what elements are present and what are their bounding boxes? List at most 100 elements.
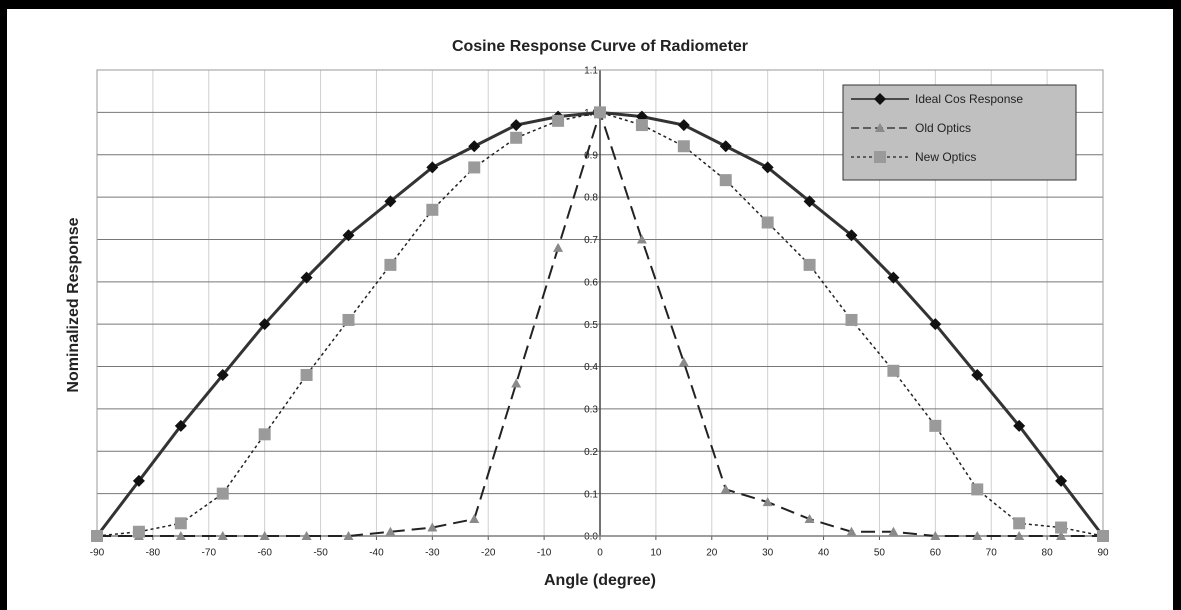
marker (343, 531, 354, 540)
x-tick-label: -30 (425, 548, 440, 559)
x-tick-label: -70 (202, 548, 217, 559)
marker (677, 119, 690, 132)
y-tick-label: 0.8 (584, 193, 598, 204)
y-tick-label: 0.2 (584, 447, 598, 458)
marker (888, 526, 899, 536)
y-tick-label: 0.3 (584, 405, 598, 416)
marker (384, 258, 397, 271)
marker (971, 483, 984, 496)
y-tick-label: 0.1 (584, 489, 598, 500)
marker (719, 174, 732, 187)
x-tick-label: 60 (930, 548, 942, 559)
marker (468, 161, 481, 174)
marker (929, 419, 942, 432)
legend-marker (874, 151, 886, 163)
marker (930, 531, 941, 540)
marker (1055, 474, 1068, 487)
marker (553, 242, 564, 252)
marker (677, 140, 690, 153)
marker (1013, 419, 1026, 432)
x-tick-label: -50 (313, 548, 328, 559)
marker (91, 530, 103, 542)
legend-marker (874, 93, 886, 105)
marker (216, 487, 229, 500)
x-tick-label: 90 (1097, 548, 1109, 559)
plot-border (96, 69, 1104, 537)
marker (259, 531, 270, 540)
marker (300, 369, 313, 382)
marker (342, 229, 355, 242)
x-tick-label: 50 (874, 548, 886, 559)
marker (258, 318, 271, 331)
x-tick-label: -20 (481, 548, 496, 559)
marker (720, 484, 731, 494)
x-axis-title: Angle (degree) (544, 572, 656, 589)
marker (217, 531, 228, 540)
marker (427, 522, 438, 532)
marker (300, 271, 313, 284)
y-tick-label: 0.4 (584, 362, 598, 373)
marker (510, 131, 523, 144)
x-tick-label: 20 (706, 548, 718, 559)
marker (1013, 517, 1026, 530)
x-tick-label: 80 (1042, 548, 1054, 559)
y-tick-label: 0.9 (584, 150, 598, 161)
y-axis-title: Nominalized Response (65, 217, 82, 392)
marker (761, 216, 774, 229)
x-tick-label: 0 (597, 548, 603, 559)
marker (1014, 531, 1025, 540)
marker (1055, 521, 1068, 534)
chart-title: Cosine Response Curve of Radiometer (452, 38, 748, 55)
x-tick-label: 40 (818, 548, 830, 559)
marker (175, 531, 186, 540)
marker (216, 369, 229, 382)
marker (761, 161, 774, 174)
x-tick-label: -90 (90, 548, 105, 559)
marker (678, 357, 689, 367)
legend-marker (875, 123, 885, 132)
marker (972, 531, 983, 540)
x-tick-label: -40 (369, 548, 384, 559)
marker (174, 517, 187, 530)
marker (929, 318, 942, 331)
marker (804, 514, 815, 524)
marker (887, 271, 900, 284)
marker (719, 140, 732, 153)
y-tick-label: 1.1 (584, 66, 598, 77)
marker (845, 313, 858, 326)
x-tick-label: -80 (146, 548, 161, 559)
frame-top (0, 0, 1181, 9)
marker (385, 526, 396, 536)
marker (846, 526, 857, 536)
marker (468, 140, 481, 153)
marker (887, 364, 900, 377)
marker (469, 514, 480, 524)
x-tick-label: 10 (650, 548, 662, 559)
marker (384, 195, 397, 208)
marker (510, 119, 523, 132)
x-tick-label: 70 (986, 548, 998, 559)
y-tick-label: 0.0 (584, 532, 598, 543)
marker (1056, 531, 1067, 540)
marker (636, 234, 647, 244)
frame-left (0, 0, 7, 610)
marker (174, 419, 187, 432)
marker (426, 161, 439, 174)
marker (971, 369, 984, 382)
x-tick-label: -60 (257, 548, 272, 559)
legend-label: New Optics (915, 150, 976, 164)
x-tick-label: 30 (762, 548, 774, 559)
marker (301, 531, 312, 540)
x-tick-label: -10 (537, 548, 552, 559)
frame-right (1173, 0, 1181, 610)
marker (803, 195, 816, 208)
y-tick-label: 0.6 (584, 277, 598, 288)
legend-label: Ideal Cos Response (915, 92, 1023, 106)
marker (803, 258, 816, 271)
marker (845, 229, 858, 242)
marker (258, 428, 271, 441)
marker (511, 378, 522, 388)
marker (594, 106, 606, 119)
